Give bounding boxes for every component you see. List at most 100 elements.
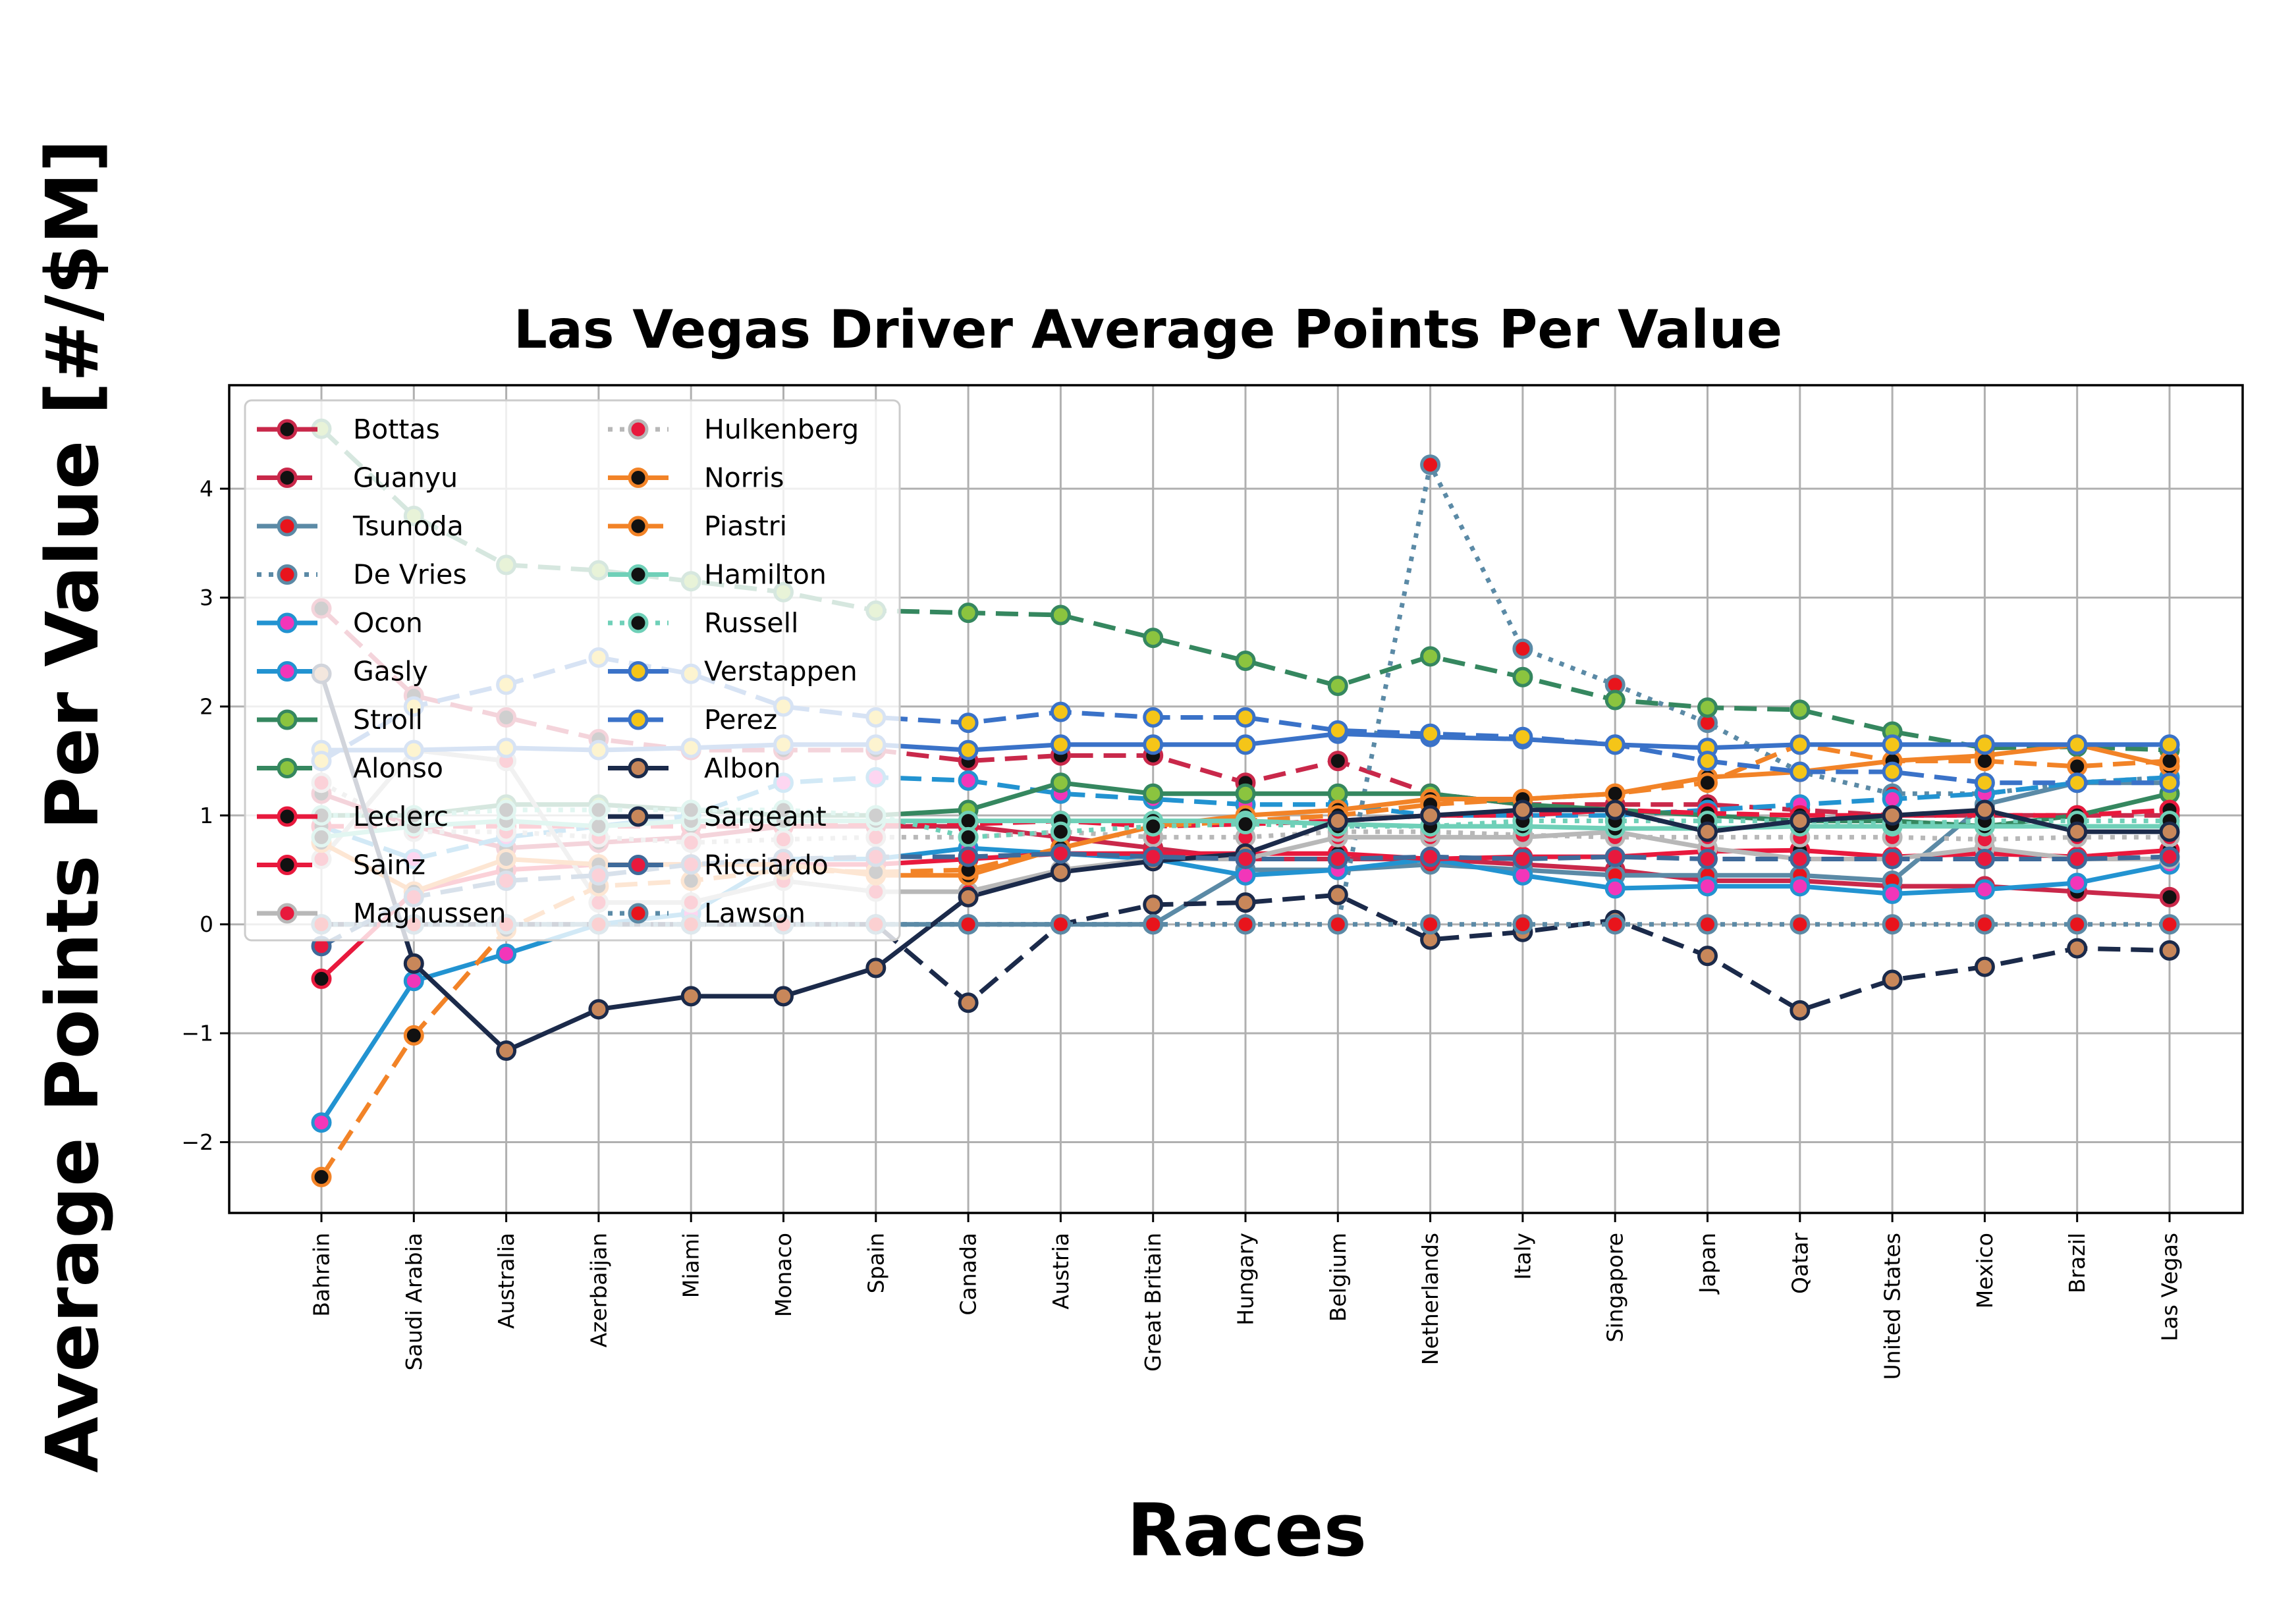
data-point-gasly	[1882, 789, 1903, 809]
x-tick-label-italy: Italy	[1510, 1233, 1535, 1280]
data-point-sargeant	[1882, 969, 1903, 990]
x-tick-label-las-vegas: Las Vegas	[2157, 1233, 2183, 1341]
legend-marker-hamilton	[628, 564, 649, 585]
data-point-perez	[1697, 751, 1718, 772]
legend-marker-ricciardo	[628, 855, 649, 875]
data-point-stroll	[1235, 783, 1256, 804]
data-point-perez	[1512, 726, 1533, 747]
legend-marker-tsunoda	[277, 516, 298, 537]
data-point-lawson	[1512, 914, 1533, 935]
data-point-de-vries	[1420, 454, 1441, 475]
y-tick-label: 0	[200, 911, 213, 937]
legend-marker-verstappen	[628, 661, 649, 682]
data-point-albon	[1327, 811, 1348, 832]
data-point-lawson	[1697, 914, 1718, 935]
data-point-piastri	[1697, 772, 1718, 793]
data-point-leclerc	[311, 968, 332, 989]
data-point-lawson	[1974, 914, 1995, 935]
legend-label-stroll: Stroll	[353, 704, 423, 736]
legend-label-hamilton: Hamilton	[704, 559, 827, 591]
data-point-albon	[680, 986, 701, 1007]
data-point-ocon	[2067, 873, 2088, 894]
data-point-ocon	[1790, 876, 1811, 897]
data-point-lawson	[1235, 914, 1256, 935]
data-point-sargeant	[958, 992, 979, 1013]
data-point-ricciardo	[1697, 848, 1718, 869]
legend-marker-sargeant	[628, 806, 649, 827]
legend-marker-de-vries	[277, 564, 298, 585]
y-tick-label: −2	[181, 1129, 213, 1155]
y-tick-label: 2	[200, 693, 213, 719]
legend-marker-albon	[628, 758, 649, 778]
data-point-ocon	[1604, 878, 1626, 899]
x-tick-label-brazil: Brazil	[2064, 1233, 2090, 1293]
legend-label-magnussen: Magnussen	[353, 898, 506, 929]
x-tick-label-hungary: Hungary	[1233, 1233, 1259, 1326]
data-point-piastri	[2159, 751, 2180, 772]
data-point-lawson	[1790, 914, 1811, 935]
data-point-stroll	[1143, 783, 1164, 804]
data-point-russell	[1143, 816, 1164, 837]
x-tick-label-bahrain: Bahrain	[309, 1233, 335, 1317]
data-point-bottas	[2159, 886, 2180, 907]
legend-label-piastri: Piastri	[704, 510, 787, 542]
data-point-guanyu	[1327, 751, 1348, 772]
x-tick-label-mexico: Mexico	[1972, 1233, 1998, 1308]
data-point-albon	[403, 953, 424, 974]
data-point-lawson	[1604, 914, 1626, 935]
data-point-albon	[588, 999, 609, 1020]
data-point-alonso	[1235, 650, 1256, 671]
data-point-alonso	[958, 603, 979, 624]
data-point-stroll	[1050, 772, 1071, 793]
data-point-verstappen	[1143, 734, 1164, 755]
data-point-ocon	[1512, 865, 1533, 886]
x-tick-label-azerbaijan: Azerbaijan	[586, 1233, 611, 1347]
x-tick-label-singapore: Singapore	[1602, 1233, 1628, 1342]
data-point-perez	[1604, 734, 1626, 755]
data-point-gasly	[958, 770, 979, 791]
data-point-lawson	[1882, 914, 1903, 935]
legend-label-lawson: Lawson	[704, 898, 806, 929]
x-tick-label-saudi-arabia: Saudi Arabia	[401, 1233, 427, 1370]
data-point-piastri	[1974, 751, 1995, 772]
x-tick-label-spain: Spain	[863, 1233, 888, 1293]
data-point-alonso	[1604, 689, 1626, 711]
data-point-alonso	[1697, 697, 1718, 718]
data-point-verstappen	[2067, 734, 2088, 755]
data-point-alonso	[1512, 666, 1533, 687]
data-point-albon	[2067, 821, 2088, 842]
legend-label-perez: Perez	[704, 704, 777, 736]
legend-marker-lawson	[628, 903, 649, 924]
data-point-sargeant	[1697, 946, 1718, 967]
data-point-lawson	[1420, 914, 1441, 935]
legend-label-hulkenberg: Hulkenberg	[704, 414, 859, 445]
data-point-verstappen	[958, 739, 979, 761]
legend: Bottas Guanyu Tsunoda De Vries Ocon Gasly Stro…	[244, 399, 901, 942]
data-point-perez	[1420, 723, 1441, 744]
data-point-ricciardo	[1604, 846, 1626, 867]
x-tick-label-netherlands: Netherlands	[1417, 1233, 1443, 1365]
data-point-perez	[1790, 761, 1811, 782]
data-point-albon	[1697, 821, 1718, 842]
legend-label-sargeant: Sargeant	[704, 801, 827, 832]
legend-label-ricciardo: Ricciardo	[704, 849, 829, 881]
data-point-ricciardo	[1790, 848, 1811, 869]
data-point-russell	[1050, 821, 1071, 842]
data-point-albon	[2159, 821, 2180, 842]
legend-marker-guanyu	[277, 468, 298, 488]
data-point-perez	[1143, 707, 1164, 728]
legend-label-guanyu: Guanyu	[353, 462, 458, 494]
legend-label-russell: Russell	[704, 607, 798, 639]
data-point-ricciardo	[1050, 843, 1071, 864]
data-point-russell	[958, 826, 979, 847]
y-tick-label: 4	[200, 476, 213, 502]
legend-label-verstappen: Verstappen	[704, 656, 858, 687]
x-tick-label-austria: Austria	[1048, 1233, 1074, 1310]
x-tick-label-miami: Miami	[678, 1233, 704, 1298]
data-point-albon	[1512, 799, 1533, 820]
legend-label-leclerc: Leclerc	[353, 801, 449, 832]
legend-marker-gasly	[277, 661, 298, 682]
data-point-lawson	[1143, 914, 1164, 935]
legend-marker-stroll	[277, 709, 298, 730]
